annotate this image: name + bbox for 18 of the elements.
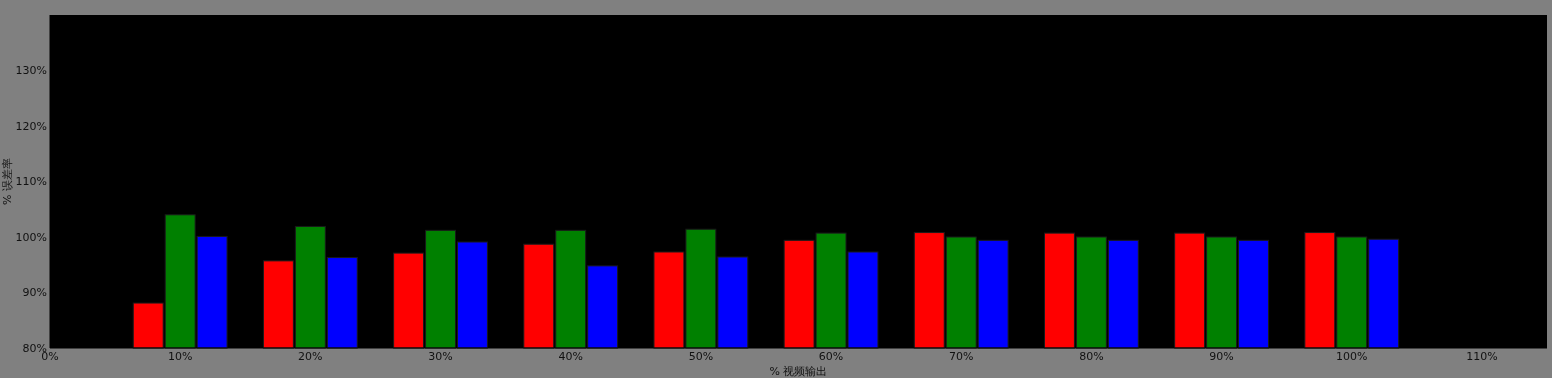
x-tick-label: 100% [1336,350,1368,363]
y-tick-label: 90% [22,286,47,300]
x-tick-label: 70% [948,350,974,363]
x-tick-label: 10% [167,350,193,363]
x-tick-label: 40% [558,350,583,363]
y-tick-label: 110% [15,175,47,189]
y-tick-label: 100% [15,230,47,244]
x-tick-label: 20% [298,350,323,363]
x-tick-label: 80% [1079,350,1104,363]
x-tick-label: 60% [818,350,844,363]
x-tick-label: 50% [688,350,714,363]
y-axis-title: % 误差率 [1,158,14,205]
x-tick-label: 30% [428,350,453,363]
x-axis-title: % 视频输出 [769,365,828,378]
x-tick-label: 90% [1209,350,1234,363]
x-tick-label: 110% [1466,350,1498,363]
y-tick-label: 120% [15,119,47,133]
y-tick-label: 130% [15,64,47,78]
